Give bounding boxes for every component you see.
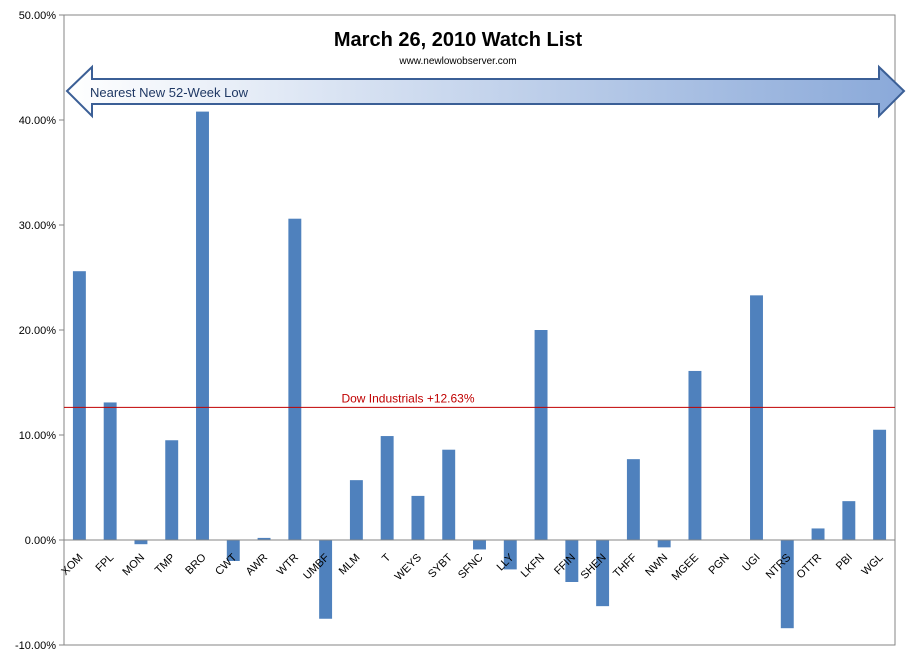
bar-ntrs xyxy=(780,540,794,629)
y-tick-label: 30.00% xyxy=(19,220,57,232)
y-tick-label: 20.00% xyxy=(19,325,57,337)
chart-title: March 26, 2010 Watch List xyxy=(334,29,583,51)
bar-cwt xyxy=(226,540,240,561)
bar-t xyxy=(380,436,394,540)
bar-nwn xyxy=(657,540,671,548)
arrow-annotation: Nearest New 52-Week Low xyxy=(90,85,249,100)
bar-awr xyxy=(257,537,271,540)
bar-xom xyxy=(72,271,86,540)
bar-thff xyxy=(626,459,640,540)
bar-weys xyxy=(411,495,425,540)
bar-ugi xyxy=(750,295,763,540)
y-tick-label: 50.00% xyxy=(19,10,57,22)
bar-wtr xyxy=(288,218,302,540)
bar-ottr xyxy=(811,528,825,540)
bar-sfnc xyxy=(473,540,486,550)
bar-tmp xyxy=(165,440,179,540)
bar-wgl xyxy=(873,429,887,540)
bar-pbi xyxy=(842,501,856,540)
y-tick-label: 0.00% xyxy=(25,535,56,547)
chart-subtitle: www.newlowobserver.com xyxy=(398,56,516,67)
bar-lkfn xyxy=(534,330,548,540)
bar-mgee xyxy=(688,370,702,540)
bar-sybt xyxy=(442,449,456,540)
bar-ffin xyxy=(565,540,579,582)
bar-shen xyxy=(596,540,610,607)
dow-reference-label: Dow Industrials +12.63% xyxy=(341,391,474,405)
bar-mlm xyxy=(349,480,363,540)
y-tick-label: 40.00% xyxy=(19,115,57,127)
bar-lly xyxy=(503,540,517,570)
bar-umbf xyxy=(319,540,333,619)
bar-fpl xyxy=(103,402,117,540)
nearest-low-arrow xyxy=(65,64,906,119)
bar-bro xyxy=(196,111,209,540)
y-tick-label: 10.00% xyxy=(19,430,57,442)
y-tick-label: -10.00% xyxy=(15,640,56,652)
bar-mon xyxy=(134,540,148,545)
